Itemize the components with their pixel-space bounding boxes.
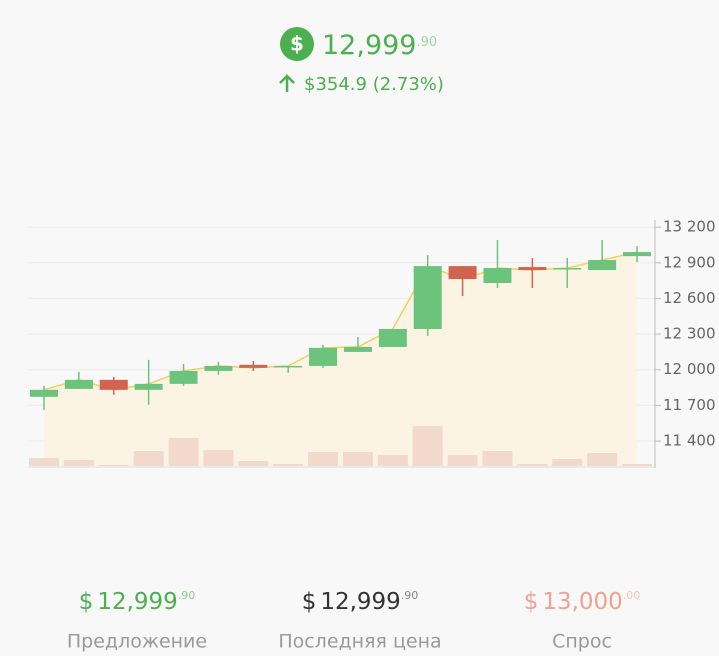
volume-bar (342, 452, 373, 466)
candle-body (588, 260, 617, 271)
y-tick-label: 12 900 (663, 253, 716, 271)
candle-body (483, 268, 512, 283)
volume-bar (552, 459, 583, 466)
candle-body (553, 268, 582, 270)
volume-bar (203, 450, 234, 466)
quote-decimals: .90 (401, 589, 419, 602)
candle-body (309, 347, 338, 366)
chart: 13 200 12 900 12 600 12 300 12 000 11 700 11 4… (28, 218, 716, 468)
candle-body (134, 383, 163, 390)
icon-currency: $ (290, 32, 304, 56)
volume-bar (482, 451, 513, 466)
volume-bar (63, 460, 94, 466)
header-price: 12,999.90 (322, 30, 437, 61)
volume-bar (517, 464, 548, 466)
volume-bar (412, 426, 443, 466)
quote-currency: $ (79, 589, 94, 615)
candle-body (274, 365, 303, 368)
volume-bar (168, 438, 199, 466)
candle-body (204, 365, 233, 371)
volume-bar (238, 461, 269, 466)
candle-body (169, 370, 198, 384)
quote-value: 12,999 (97, 589, 177, 615)
quote-value: 12,999 (320, 589, 400, 615)
y-tick-label: 12 600 (663, 289, 716, 307)
quote-label: Предложение (67, 631, 207, 653)
price-change: $354.9 (2.73%) (304, 74, 444, 95)
price-decimals: .90 (416, 35, 437, 50)
quote-decimals: .90 (178, 589, 196, 602)
y-tick-label: 11 400 (663, 432, 716, 450)
y-tick-label: 13 200 (663, 218, 716, 236)
candle-body (239, 364, 268, 368)
volume-bar (447, 455, 478, 466)
volume-bar (308, 452, 339, 466)
quote-price: $12,999.90 (79, 589, 196, 615)
dollar-icon (280, 27, 314, 61)
candle-body (343, 346, 372, 352)
close-area (44, 252, 637, 466)
y-tick-label: 12 000 (663, 360, 716, 378)
volume-bar (622, 464, 652, 466)
volume-bar (377, 455, 408, 466)
candle-body (448, 266, 477, 280)
quote-currency: $ (302, 589, 317, 615)
quote-label: Спрос (552, 631, 612, 653)
candle-body (623, 252, 651, 257)
candle-body (64, 379, 93, 389)
quote-price: $13,000.00 (524, 589, 641, 615)
quote-price: $12,999.90 (302, 589, 419, 615)
candle-body (378, 328, 407, 347)
volume-bar (98, 465, 129, 466)
volume-bar (29, 458, 59, 466)
quote-decimals: .00 (623, 589, 641, 602)
up-arrow (279, 74, 295, 92)
volume-bar (587, 453, 618, 466)
quote-currency: $ (524, 589, 539, 615)
candle-body (30, 389, 58, 397)
price: 12,999 (322, 30, 416, 61)
y-tick-label: 11 700 (663, 396, 716, 414)
y-tick-label: 12 300 (663, 325, 716, 343)
volume-bar (133, 451, 164, 466)
candle-body (99, 379, 128, 390)
candle-body (413, 266, 442, 329)
quote-value: 13,000 (542, 589, 622, 615)
candle-body (518, 267, 547, 271)
quote-label: Последняя цена (278, 631, 441, 653)
volume-bar (273, 464, 304, 466)
